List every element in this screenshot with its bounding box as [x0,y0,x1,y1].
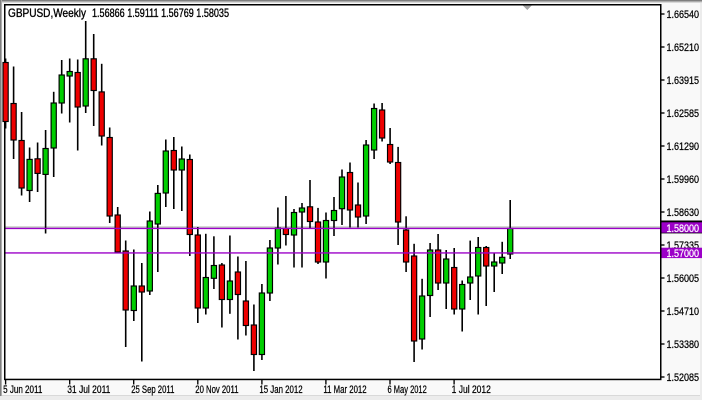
svg-text:1.65210: 1.65210 [667,42,700,54]
svg-text:15 Jan 2012: 15 Jan 2012 [259,384,302,396]
svg-text:11 Mar 2012: 11 Mar 2012 [323,384,366,396]
svg-text:1.59960: 1.59960 [667,174,700,186]
svg-text:20 Nov 2011: 20 Nov 2011 [195,384,238,396]
svg-text:1.63915: 1.63915 [667,75,700,87]
svg-text:1.52085: 1.52085 [667,372,700,384]
svg-text:1.62585: 1.62585 [667,108,700,120]
svg-text:25 Sep 2011: 25 Sep 2011 [131,384,174,396]
svg-text:1 Jul 2012: 1 Jul 2012 [452,384,491,396]
svg-text:6 May 2012: 6 May 2012 [388,384,427,396]
svg-text:1.58000: 1.58000 [667,223,700,235]
svg-text:1.53380: 1.53380 [667,339,700,351]
svg-text:GBPUSD,Weekly: GBPUSD,Weekly [8,6,86,20]
svg-text:1.56866 1.59111 1.56769 1.5803: 1.56866 1.59111 1.56769 1.58035 [92,6,229,20]
svg-text:31 Jul 2011: 31 Jul 2011 [67,384,110,396]
svg-text:1.57000: 1.57000 [667,248,700,260]
svg-text:1.56005: 1.56005 [667,273,700,285]
svg-text:1.54710: 1.54710 [667,306,700,318]
svg-text:1.66540: 1.66540 [667,9,700,21]
svg-text:1.58630: 1.58630 [667,207,700,219]
svg-text:1.61290: 1.61290 [667,141,700,153]
svg-text:5 Jun 2011: 5 Jun 2011 [3,384,42,396]
